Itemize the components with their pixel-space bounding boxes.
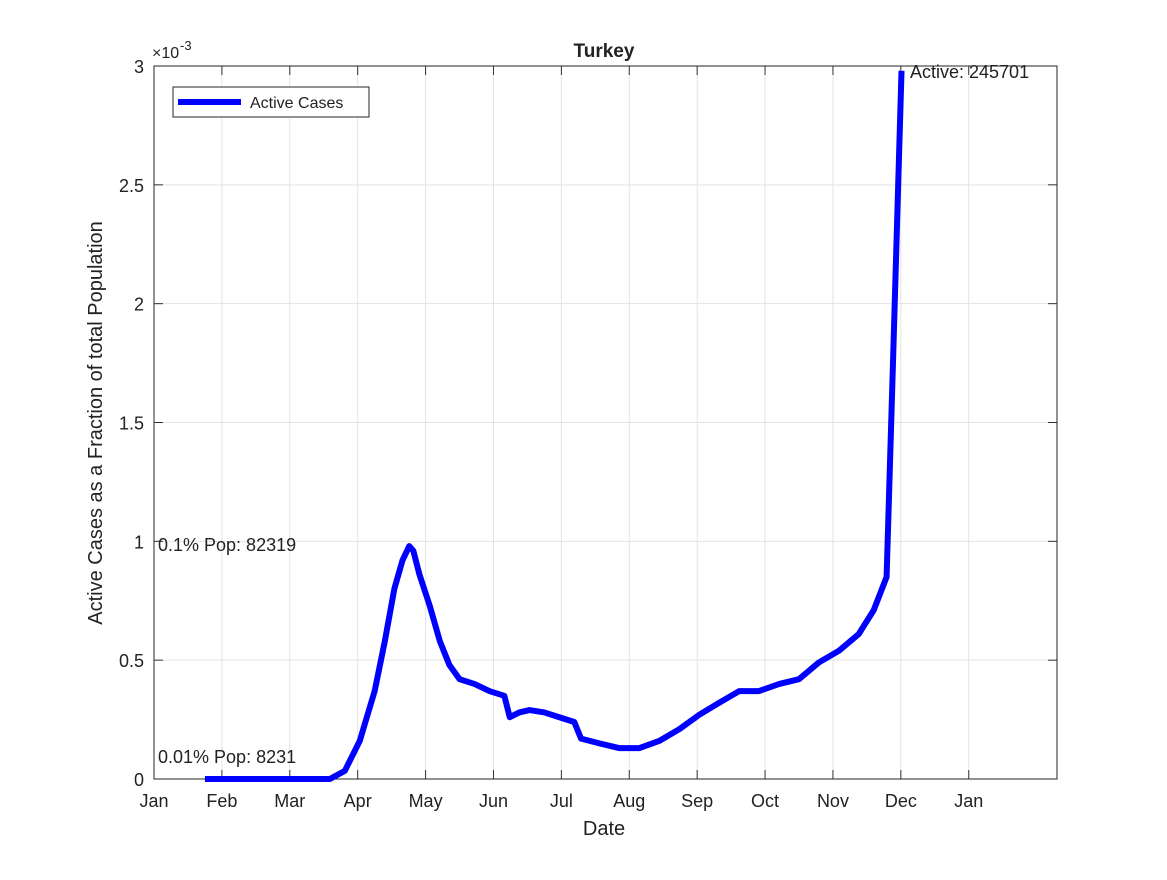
y-tick-label: 2.5 <box>119 176 144 196</box>
y-tick-label: 1.5 <box>119 414 144 434</box>
legend-label: Active Cases <box>250 95 343 112</box>
data-line <box>204 70 905 782</box>
x-axis-label: Date <box>583 818 625 840</box>
chart-title: Turkey <box>574 41 635 62</box>
y-axis-label: Active Cases as a Fraction of total Popu… <box>85 221 107 625</box>
x-tick-label: Oct <box>751 791 779 811</box>
x-tick-label: Jun <box>479 791 508 811</box>
annotation: 0.1% Pop: 82319 <box>158 535 296 555</box>
y-multiplier-power: -3 <box>180 38 192 53</box>
annotation: 0.01% Pop: 8231 <box>158 747 296 767</box>
plot-frame <box>153 65 1058 780</box>
x-tick-label: Dec <box>885 791 917 811</box>
y-tick-label: 0 <box>134 770 144 790</box>
y-tick-label: 1 <box>134 532 144 552</box>
x-tick-label: Nov <box>817 791 849 811</box>
y-multiplier-base: ×10 <box>152 45 179 62</box>
y-tick-label: 0.5 <box>119 651 144 671</box>
x-tick-label: Aug <box>613 791 645 811</box>
y-tick-label: 2 <box>134 295 144 315</box>
x-tick-label: Sep <box>681 791 713 811</box>
y-tick-label: 3 <box>134 57 144 77</box>
annotation: Active: 245701 <box>910 62 1029 82</box>
x-tick-label: Feb <box>206 791 237 811</box>
x-tick-label: Mar <box>274 791 305 811</box>
x-tick-label: Jul <box>550 791 573 811</box>
x-tick-label: Apr <box>344 791 372 811</box>
x-tick-label: Jan <box>139 791 168 811</box>
x-tick-label: May <box>409 791 443 811</box>
x-tick-label: Jan <box>954 791 983 811</box>
